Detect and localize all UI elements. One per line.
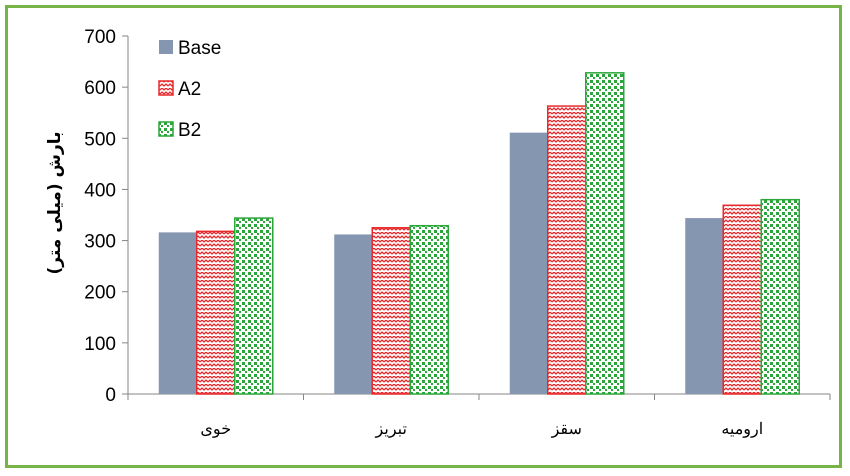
legend-swatch-b2 <box>158 121 174 137</box>
chart-frame: بارش (میلی متر) 0 100 200 300 400 500 600 700 خو… <box>5 5 842 468</box>
x-category-label: خوی <box>200 419 231 438</box>
legend-label-base: Base <box>178 38 221 59</box>
bar-a2-2 <box>371 227 411 395</box>
bar-b2-2 <box>409 224 449 395</box>
y-tick-label: 600 <box>84 78 116 99</box>
legend-swatch-a2 <box>158 80 174 96</box>
bar-base-2 <box>334 234 373 394</box>
y-tick-label: 200 <box>84 283 116 304</box>
bar-base-1 <box>158 232 197 394</box>
bar-base-4 <box>685 218 724 394</box>
x-category-label: تبریز <box>375 419 407 438</box>
bar-b2-4 <box>760 198 800 395</box>
legend-swatch-base <box>159 40 173 54</box>
y-tick-label: 0 <box>105 385 116 406</box>
bar-b2-3 <box>585 72 625 395</box>
bar-base-3 <box>509 132 548 394</box>
legend-label-a2: A2 <box>178 79 201 100</box>
y-tick-label: 100 <box>84 334 116 355</box>
y-tick-label: 300 <box>84 232 116 253</box>
x-category-label: ارومیه <box>721 419 763 438</box>
y-tick-label: 500 <box>84 129 116 150</box>
bar-b2-1 <box>234 217 274 395</box>
bar-a2-3 <box>547 105 587 395</box>
y-axis-label: بارش (میلی متر) <box>45 131 65 274</box>
y-tick-label: 700 <box>84 27 116 48</box>
bar-a2-4 <box>722 204 762 395</box>
bar-chart: بارش (میلی متر) 0 100 200 300 400 500 600 700 خو… <box>45 27 831 438</box>
x-category-label: سقز <box>551 419 582 438</box>
y-tick-label: 400 <box>84 180 116 201</box>
bar-a2-1 <box>196 230 236 395</box>
legend-label-b2: B2 <box>178 120 201 141</box>
